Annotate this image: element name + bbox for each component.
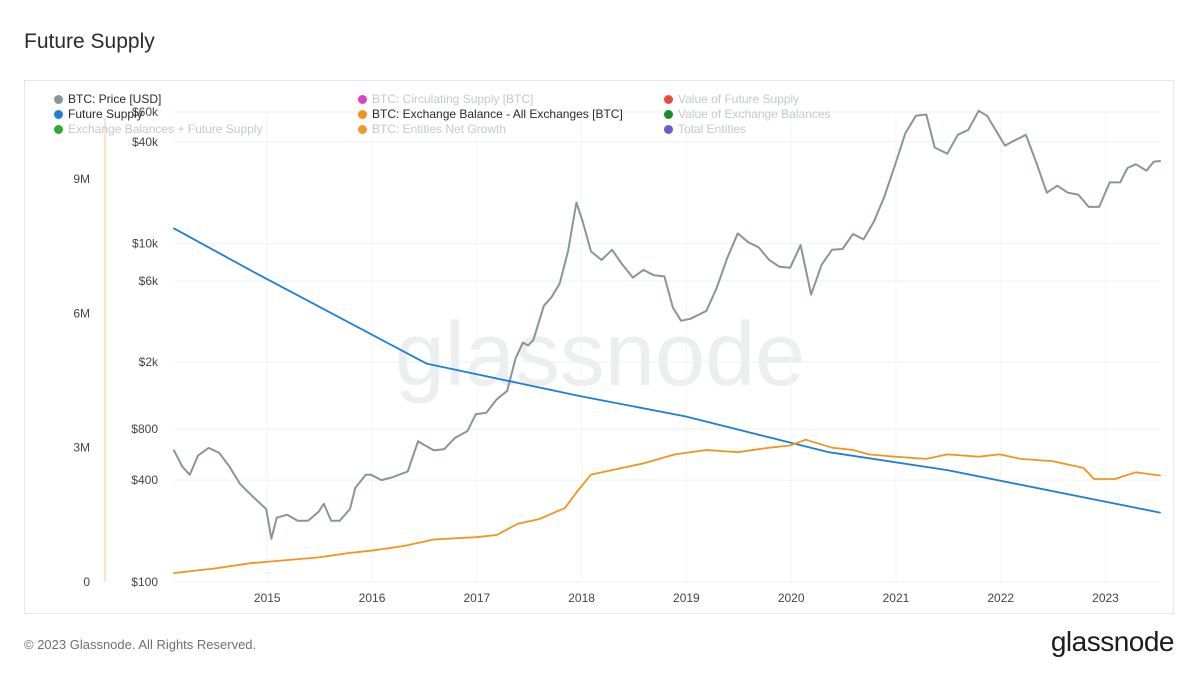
price-axis-tick-label: $10k xyxy=(132,237,159,251)
legend-item[interactable]: BTC: Entities Net Growth xyxy=(358,122,506,137)
legend-label: Exchange Balances + Future Supply xyxy=(68,122,263,136)
legend-dot-icon xyxy=(54,125,63,134)
price-axis-tick-label: $60k xyxy=(132,105,159,119)
x-axis-tick-label: 2020 xyxy=(778,591,805,605)
legend-item[interactable]: Value of Exchange Balances xyxy=(664,107,831,122)
future-supply-line xyxy=(173,227,1161,514)
x-axis-tick-label: 2016 xyxy=(359,591,386,605)
legend-label: BTC: Entities Net Growth xyxy=(372,122,507,136)
supply-axis-tick-label: 9M xyxy=(73,172,90,186)
legend-label: Future Supply xyxy=(68,107,143,121)
watermark: glassnode xyxy=(395,305,805,405)
legend-item[interactable]: Exchange Balances + Future Supply xyxy=(54,122,262,137)
legend-dot-icon xyxy=(54,95,63,104)
legend-dot-icon xyxy=(54,110,63,119)
legend-item[interactable]: Future Supply xyxy=(54,107,143,122)
glassnode-logo[interactable]: glassnode xyxy=(1050,626,1175,657)
legend-dot-icon xyxy=(358,125,367,134)
price-axis-tick-label: $400 xyxy=(131,473,158,487)
series-layer xyxy=(173,109,1161,574)
btc-price-usd-line xyxy=(173,109,1161,540)
legend-dot-icon xyxy=(358,95,367,104)
legend-dot-icon xyxy=(664,110,673,119)
legend-item[interactable]: BTC: Circulating Supply [BTC] xyxy=(358,92,533,107)
legend-item[interactable]: Total Entities xyxy=(664,122,746,137)
page-title: Future Supply xyxy=(24,30,155,53)
legend-label: Total Entities xyxy=(678,122,747,136)
price-axis-tick-label: $100 xyxy=(131,575,158,589)
price-axis-tick-label: $2k xyxy=(139,355,159,369)
legend-item[interactable]: BTC: Price [USD] xyxy=(54,92,161,107)
supply-axis-tick-label: 0 xyxy=(83,575,90,589)
x-axis-tick-label: 2018 xyxy=(568,591,595,605)
x-axis-tick-label: 2021 xyxy=(883,591,910,605)
legend-label: Value of Exchange Balances xyxy=(678,107,831,121)
chart-frame xyxy=(24,80,1174,614)
legend: BTC: Price [USD] BTC: Circulating Supply … xyxy=(54,92,954,138)
legend-label: BTC: Circulating Supply [BTC] xyxy=(372,92,534,106)
legend-item[interactable]: Value of Future Supply xyxy=(664,92,799,107)
x-axis-tick-label: 2022 xyxy=(987,591,1014,605)
x-axis-tick-label: 2015 xyxy=(254,591,281,605)
price-axis-tick-label: $6k xyxy=(139,274,159,288)
btc-exchange-balance-all-exchanges-btc-line xyxy=(173,438,1161,574)
x-axis-tick-label: 2023 xyxy=(1092,591,1119,605)
supply-axis-tick-label: 6M xyxy=(73,306,90,320)
legend-dot-icon xyxy=(358,110,367,119)
price-axis-tick-label: $40k xyxy=(132,135,159,149)
axes: $100 $400 $800 $2k $6k $10k $40k $60k 0 3M 6M 9M 201… xyxy=(73,105,1119,605)
legend-item[interactable]: BTC: Exchange Balance - All Exchanges [B… xyxy=(358,107,623,122)
x-axis-tick-label: 2019 xyxy=(673,591,700,605)
legend-dot-icon xyxy=(664,125,673,134)
legend-label: BTC: Exchange Balance - All Exchanges [B… xyxy=(372,107,623,121)
supply-axis-tick-label: 3M xyxy=(73,441,90,455)
copyright-footer: © 2023 Glassnode. All Rights Reserved. xyxy=(24,637,257,652)
legend-dot-icon xyxy=(664,95,673,104)
x-axis-tick-label: 2017 xyxy=(463,591,490,605)
legend-label: Value of Future Supply xyxy=(678,92,800,106)
legend-label: BTC: Price [USD] xyxy=(68,92,162,106)
price-axis-tick-label: $800 xyxy=(131,422,158,436)
